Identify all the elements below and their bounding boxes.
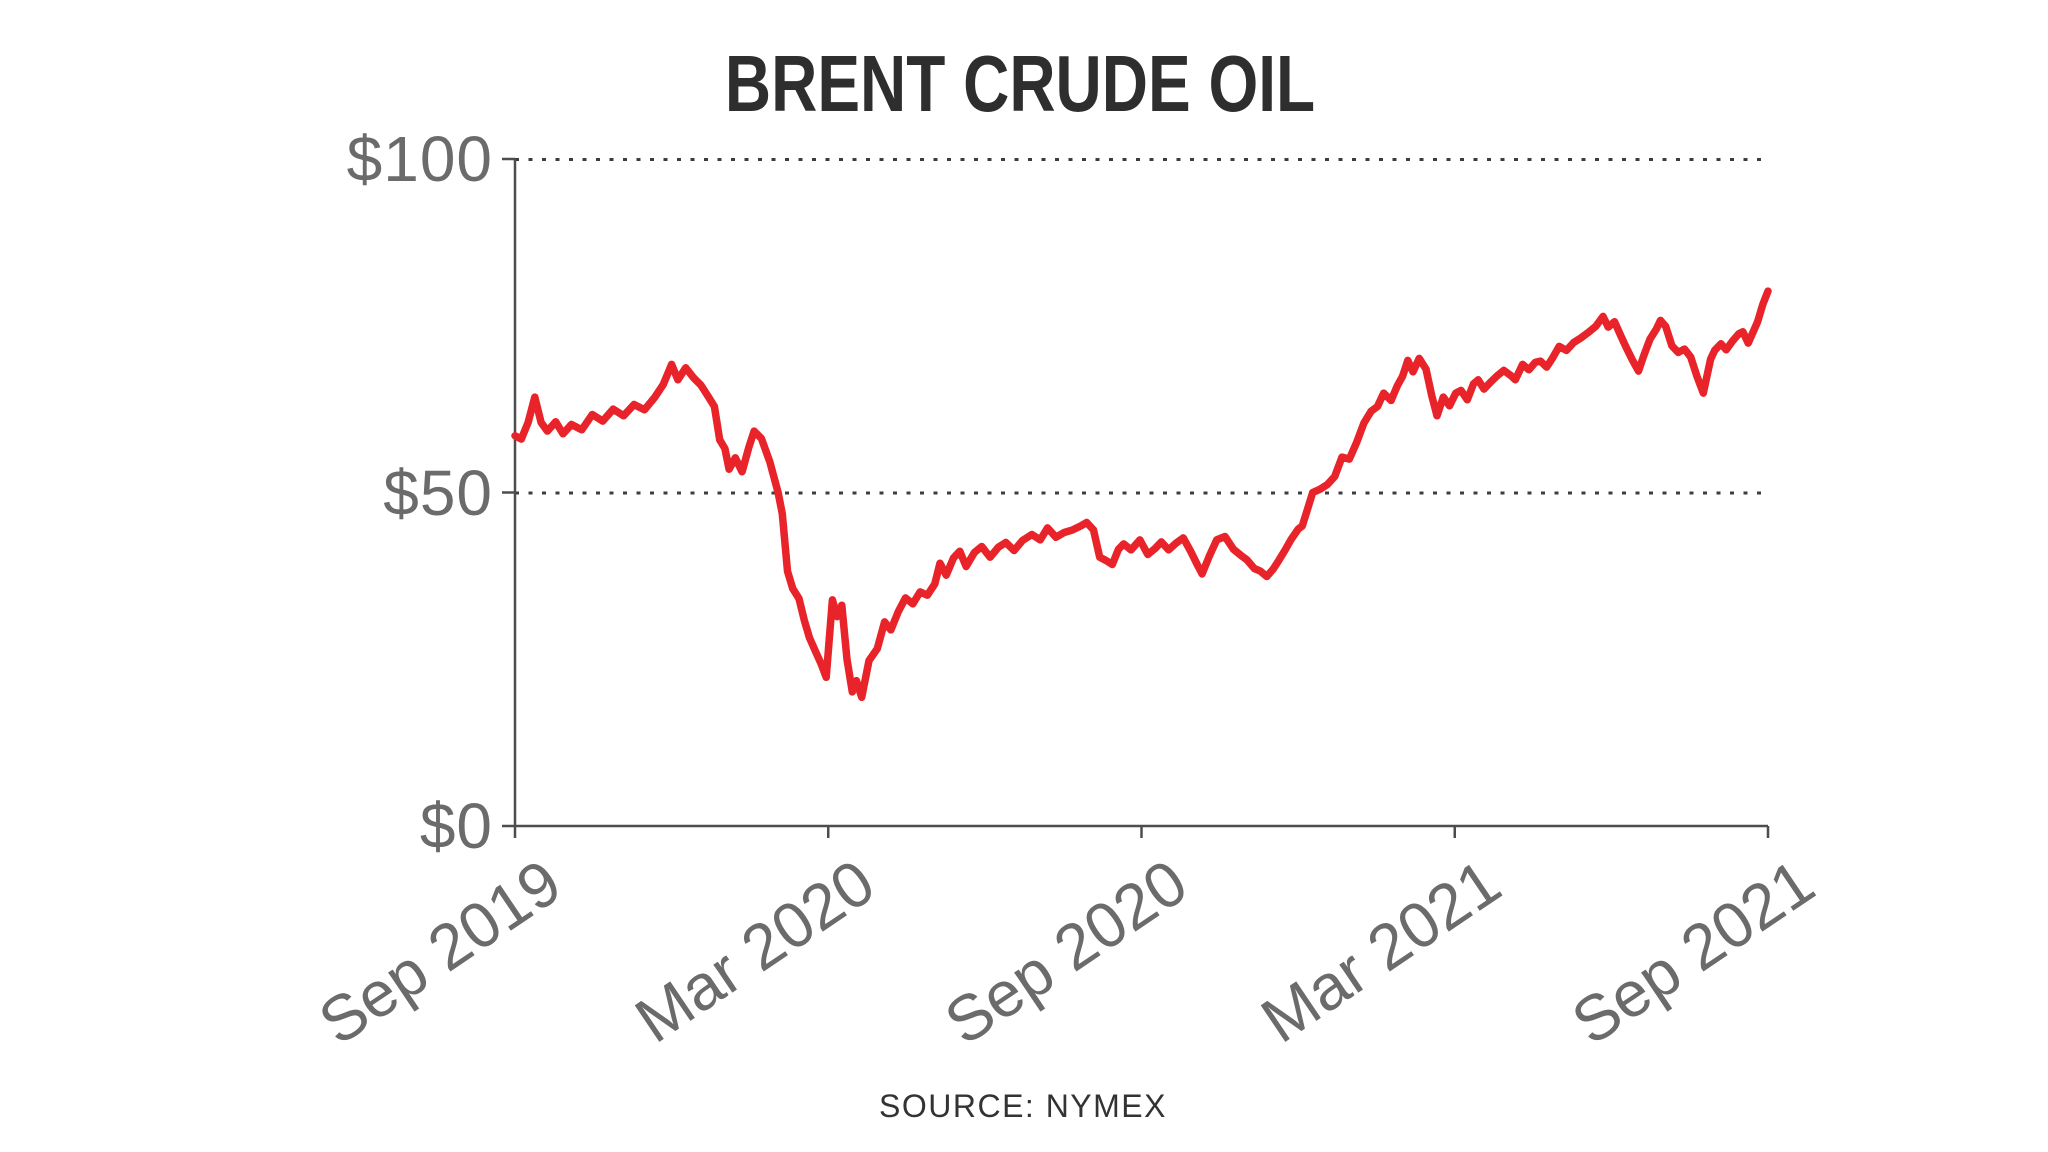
- source-label: SOURCE: NYMEX: [879, 1088, 1167, 1124]
- y-tick-label-100: $100: [346, 123, 493, 195]
- y-tick-label-50: $50: [383, 456, 493, 529]
- y-tick-label-0: $0: [419, 790, 493, 862]
- chart-title: BRENT CRUDE OIL: [724, 39, 1316, 128]
- price-line-path: [511, 287, 1772, 702]
